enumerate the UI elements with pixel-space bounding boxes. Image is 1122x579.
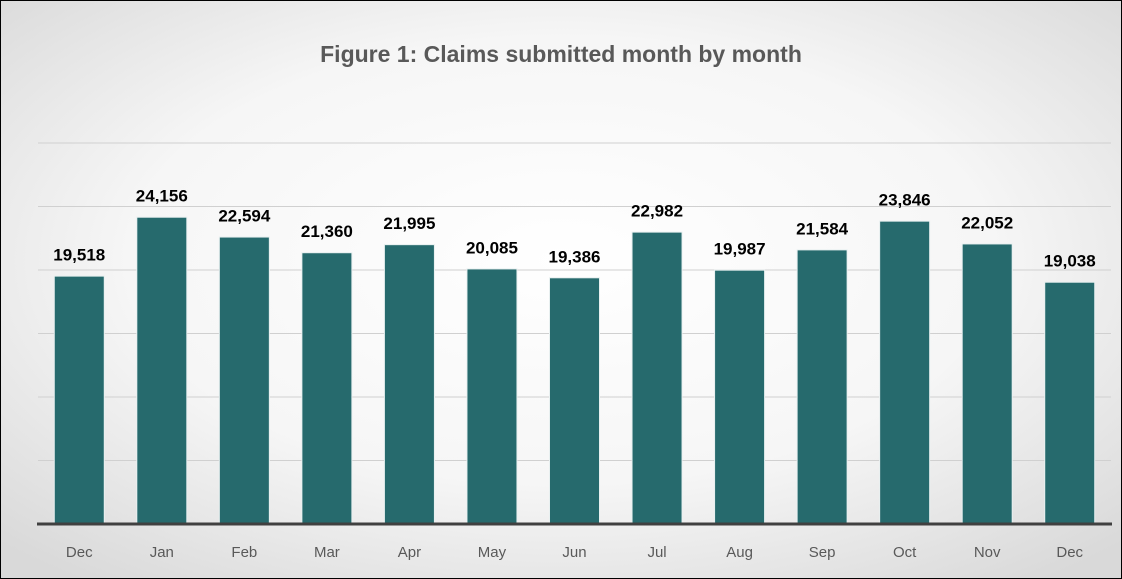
x-tick-label: Nov — [974, 544, 1001, 561]
data-label: 19,038 — [1044, 252, 1096, 271]
bar — [796, 249, 848, 525]
data-label: 22,052 — [961, 213, 1013, 232]
data-label: 20,085 — [466, 238, 518, 257]
bar — [301, 252, 353, 525]
x-tick-label: Dec — [66, 544, 93, 561]
x-tick-label: Jul — [647, 544, 666, 561]
data-label: 23,846 — [879, 191, 931, 210]
x-tick-label: Apr — [398, 544, 421, 561]
x-tick-label: Feb — [231, 544, 257, 561]
chart-title: Figure 1: Claims submitted month by mont… — [320, 41, 802, 67]
bar — [631, 231, 683, 525]
x-tick-label: Dec — [1056, 544, 1083, 561]
x-tick-label: Aug — [726, 544, 753, 561]
data-label: 19,386 — [549, 247, 601, 266]
x-tick-label: Oct — [893, 544, 917, 561]
bar — [383, 244, 435, 525]
bar — [136, 216, 188, 525]
data-label: 21,995 — [383, 214, 435, 233]
data-label: 21,360 — [301, 222, 353, 241]
bar — [879, 220, 931, 525]
data-label: 21,584 — [796, 219, 849, 238]
data-label: 22,982 — [631, 202, 683, 221]
bar — [1044, 281, 1096, 525]
x-tick-label: Jun — [562, 544, 586, 561]
bar — [549, 277, 600, 525]
x-tick-label: Sep — [809, 544, 836, 561]
x-tick-label: Mar — [314, 544, 340, 561]
bar — [218, 236, 270, 525]
data-label: 19,518 — [53, 246, 105, 265]
bar — [961, 243, 1013, 525]
x-tick-label: May — [478, 544, 507, 561]
bar — [714, 269, 766, 525]
x-tick-label: Jan — [150, 544, 174, 561]
data-label: 24,156 — [136, 187, 188, 206]
bar — [53, 275, 105, 525]
data-label: 19,987 — [714, 240, 766, 259]
data-label: 22,594 — [218, 207, 271, 226]
bar — [466, 268, 518, 525]
